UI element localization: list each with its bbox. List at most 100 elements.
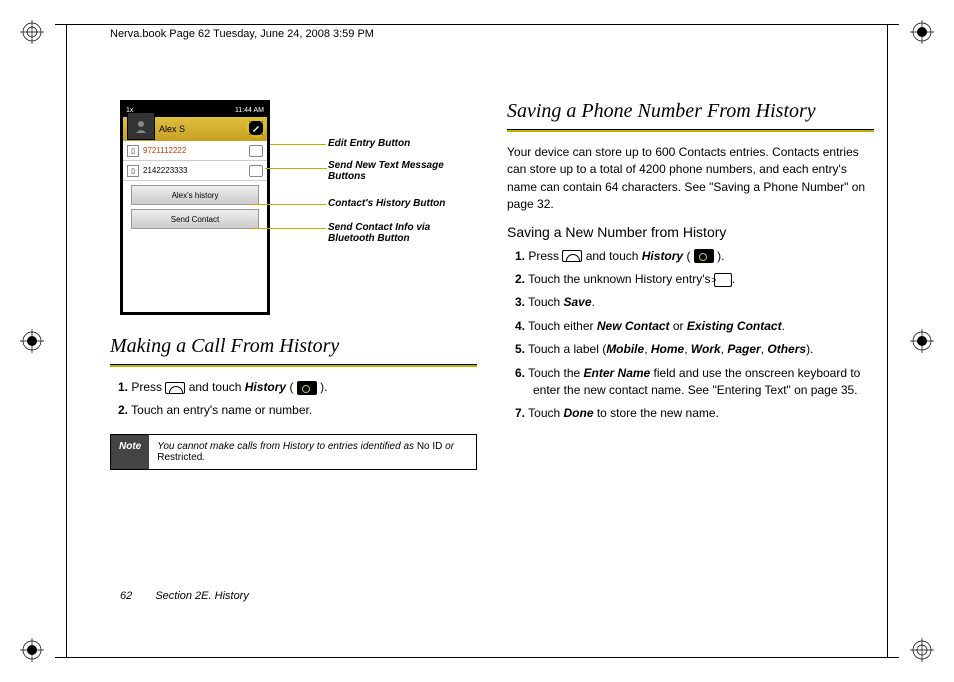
history-key-icon <box>297 381 317 395</box>
t: Work <box>691 342 721 356</box>
home-key-icon <box>562 250 582 262</box>
registration-mark-tr <box>910 20 934 44</box>
t: ). <box>714 249 725 263</box>
phone-screenshot: 1x 11:44 AM Alex S ▯ 9721112222 <box>120 100 270 315</box>
avatar-icon <box>127 112 155 140</box>
registration-mark-bl <box>20 638 44 662</box>
t: No ID <box>417 441 443 452</box>
t: Touch <box>528 406 563 420</box>
heading-rule-right <box>507 129 874 132</box>
registration-mark-ml <box>20 329 44 353</box>
message-icon-2[interactable] <box>249 165 263 177</box>
crop-line-top <box>55 24 899 25</box>
t: , <box>644 342 651 356</box>
t: ). <box>806 342 813 356</box>
t: to store the new name. <box>594 406 719 420</box>
note-text: You cannot make calls from History to en… <box>149 435 476 469</box>
t: Mobile <box>606 342 644 356</box>
annot-send-msg: Send New Text Message Buttons <box>328 160 468 182</box>
note-label: Note <box>111 435 149 469</box>
annot-contact-history: Contact's History Button <box>328 198 468 209</box>
steps-saving: 1. Press and touch History ( ). 2. Touch… <box>507 248 874 423</box>
t: ). <box>317 380 328 394</box>
send-contact-label: Send Contact <box>171 215 219 224</box>
t: Touch the <box>528 366 583 380</box>
t: Existing Contact <box>687 319 782 333</box>
steps-making-call: 1. Press and touch History ( ). 2. Touch… <box>110 379 477 420</box>
t: Pager <box>727 342 760 356</box>
registration-mark-tl <box>20 20 44 44</box>
t: and touch <box>185 380 244 394</box>
history-key-icon <box>694 249 714 263</box>
phone-number-1: 9721112222 <box>143 146 249 155</box>
t: Home <box>651 342 684 356</box>
t: , <box>684 342 691 356</box>
rstep-6: 6. Touch the Enter Name field and use th… <box>515 365 874 400</box>
contact-history-button[interactable]: Alex's history <box>131 185 259 205</box>
t: Touch a label ( <box>528 342 606 356</box>
gt-key-icon: > <box>714 273 732 287</box>
annot-line-2 <box>265 168 327 169</box>
right-column: Saving a Phone Number From History Your … <box>507 100 874 622</box>
mobile-icon-2: ▯ <box>127 165 139 177</box>
t: Touch <box>528 295 563 309</box>
t: Press <box>131 380 165 394</box>
t: and touch <box>582 249 641 263</box>
t: Done <box>564 406 594 420</box>
annot-line-4 <box>250 228 326 229</box>
t: ( <box>683 249 694 263</box>
t: Press <box>528 249 562 263</box>
rstep-4: 4. Touch either New Contact or Existing … <box>515 318 874 335</box>
heading-rule-left <box>110 364 477 367</box>
annot-edit-entry: Edit Entry Button <box>328 138 468 149</box>
page-number: 62 <box>120 590 132 602</box>
t: You cannot make calls from History to en… <box>157 441 417 452</box>
left-column: 1x 11:44 AM Alex S ▯ 9721112222 <box>110 100 477 622</box>
home-key-icon <box>165 382 185 394</box>
page-header-meta: Nerva.book Page 62 Tuesday, June 24, 200… <box>110 28 374 40</box>
t: . <box>202 452 205 463</box>
annot-send-bluetooth: Send Contact Info via Bluetooth Button <box>328 222 468 244</box>
phone-number-row-1: ▯ 9721112222 <box>123 141 267 161</box>
contact-name: Alex S <box>159 124 185 134</box>
t: Touch the unknown History entry's <box>528 272 714 286</box>
intro-para: Your device can store up to 600 Contacts… <box>507 144 874 214</box>
registration-mark-br <box>910 638 934 662</box>
page-footer: 62 Section 2E. History <box>120 590 249 602</box>
note-box: Note You cannot make calls from History … <box>110 434 477 470</box>
t: . <box>782 319 785 333</box>
phone-name-bar: Alex S <box>123 117 267 141</box>
t: ( <box>286 380 297 394</box>
t: History <box>642 249 683 263</box>
t: or <box>442 441 454 452</box>
crop-line-bottom <box>55 657 899 658</box>
phone-number-row-2: ▯ 2142223333 <box>123 161 267 181</box>
t: Save <box>564 295 592 309</box>
rstep-7: 7. Touch Done to store the new name. <box>515 405 874 422</box>
rstep-1: 1. Press and touch History ( ). <box>515 248 874 265</box>
message-icon-1[interactable] <box>249 145 263 157</box>
subheading-saving-new: Saving a New Number from History <box>507 224 874 240</box>
heading-making-call: Making a Call From History <box>110 335 477 358</box>
t: or <box>670 319 687 333</box>
rstep-2: 2. Touch the unknown History entry's >. <box>515 271 874 288</box>
t: . <box>592 295 595 309</box>
t: Others <box>767 342 806 356</box>
edit-entry-button[interactable] <box>249 121 263 135</box>
phone-time: 11:44 AM <box>235 107 264 114</box>
t: Touch an entry's name or number. <box>131 403 312 417</box>
crop-line-left <box>66 24 67 658</box>
rstep-5: 5. Touch a label (Mobile, Home, Work, Pa… <box>515 341 874 358</box>
send-contact-button[interactable]: Send Contact <box>131 209 259 229</box>
t: Restricted <box>157 452 202 463</box>
annot-line-1 <box>270 144 326 145</box>
heading-saving: Saving a Phone Number From History <box>507 100 874 123</box>
t: History <box>245 380 286 394</box>
step-2: 2. Touch an entry's name or number. <box>118 402 477 419</box>
step-1: 1. Press and touch History ( ). <box>118 379 477 396</box>
t: Enter Name <box>584 366 651 380</box>
phone-number-2: 2142223333 <box>143 166 249 175</box>
t: Touch either <box>528 319 597 333</box>
contact-history-label: Alex's history <box>172 191 219 200</box>
section-label: Section 2E. History <box>155 590 249 602</box>
